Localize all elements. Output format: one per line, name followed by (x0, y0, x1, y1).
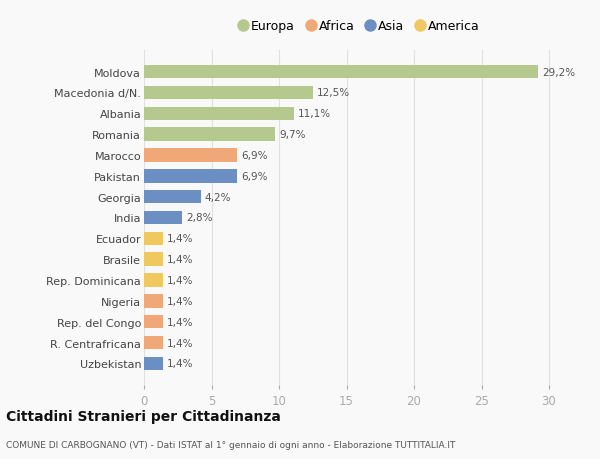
Text: Cittadini Stranieri per Cittadinanza: Cittadini Stranieri per Cittadinanza (6, 409, 281, 423)
Text: 29,2%: 29,2% (542, 67, 575, 78)
Bar (144, 107, 294, 121)
Bar (144, 336, 163, 350)
Text: 1,4%: 1,4% (167, 275, 193, 285)
Bar (144, 211, 182, 225)
Text: 4,2%: 4,2% (205, 192, 231, 202)
Bar (144, 232, 163, 246)
Legend: Europa, Africa, Asia, America: Europa, Africa, Asia, America (240, 20, 480, 33)
Bar (144, 128, 275, 142)
Text: 1,4%: 1,4% (167, 255, 193, 264)
Bar (144, 86, 313, 100)
Text: 12,5%: 12,5% (317, 88, 350, 98)
Bar (144, 253, 163, 266)
Text: 11,1%: 11,1% (298, 109, 331, 119)
Bar (144, 315, 163, 329)
Text: 1,4%: 1,4% (167, 317, 193, 327)
Bar (144, 149, 237, 162)
Text: 2,8%: 2,8% (186, 213, 212, 223)
Text: COMUNE DI CARBOGNANO (VT) - Dati ISTAT al 1° gennaio di ogni anno - Elaborazione: COMUNE DI CARBOGNANO (VT) - Dati ISTAT a… (6, 441, 455, 449)
Text: 9,7%: 9,7% (279, 130, 305, 140)
Text: 1,4%: 1,4% (167, 296, 193, 306)
Bar (144, 170, 237, 183)
Text: 6,9%: 6,9% (241, 172, 268, 181)
Text: 1,4%: 1,4% (167, 234, 193, 244)
Text: 6,9%: 6,9% (241, 151, 268, 161)
Bar (144, 357, 163, 370)
Bar (144, 66, 538, 79)
Bar (144, 190, 200, 204)
Bar (144, 274, 163, 287)
Text: 1,4%: 1,4% (167, 338, 193, 348)
Text: 1,4%: 1,4% (167, 358, 193, 369)
Bar (144, 294, 163, 308)
